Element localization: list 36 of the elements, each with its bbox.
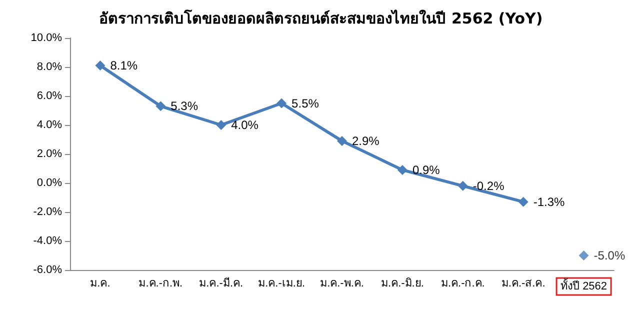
x-tick-label: ม.ค.-พ.ค. bbox=[320, 278, 364, 290]
data-label: 0.9% bbox=[412, 162, 440, 177]
x-tick-label: ม.ค.-ก.พ. bbox=[138, 278, 183, 290]
data-label: -1.3% bbox=[533, 194, 566, 209]
x-tick-label: ทั้งปี 2562 bbox=[560, 278, 608, 292]
data-label: 4.0% bbox=[231, 118, 259, 132]
data-label: -5.0% bbox=[594, 248, 626, 262]
point bbox=[397, 164, 408, 175]
x-tick-label: ม.ค. bbox=[90, 278, 110, 290]
x-tick-label: ม.ค.-ก.ค. bbox=[440, 278, 485, 290]
y-tick-label: 4.0% bbox=[36, 119, 62, 131]
data-label: 8.1% bbox=[110, 58, 138, 73]
x-tick-label: ม.ค.-มี.ค. bbox=[199, 276, 244, 290]
y-tick-label: 2.0% bbox=[36, 148, 62, 160]
point bbox=[156, 101, 166, 112]
point bbox=[276, 98, 287, 108]
y-tick-label: -2.0% bbox=[33, 206, 62, 218]
point bbox=[216, 120, 226, 130]
data-label: 5.5% bbox=[292, 96, 320, 110]
x-tick-label: ม.ค.-เม.ย. bbox=[258, 278, 305, 290]
data-label: 5.3% bbox=[170, 99, 198, 114]
point bbox=[458, 180, 468, 191]
y-tick-label: 6.0% bbox=[36, 90, 62, 102]
y-tick-label: -6.0% bbox=[33, 264, 62, 276]
x-tick-label: ม.ค.-มิ.ย. bbox=[381, 278, 424, 290]
x-tick-label: ม.ค.-ส.ค. bbox=[501, 278, 546, 290]
y-tick-label: 0.0% bbox=[36, 177, 62, 189]
point bbox=[518, 196, 528, 207]
point bbox=[95, 60, 106, 71]
chart-title: อัตราการเติบโตของยอดผลิตรถยนต์สะสมของไทยในปี 2562 (YoY) bbox=[99, 8, 543, 28]
y-tick-label: 8.0% bbox=[36, 61, 62, 73]
point bbox=[337, 136, 347, 146]
y-tick-label: 10.0% bbox=[30, 32, 62, 44]
data-label: -0.2% bbox=[472, 178, 505, 193]
data-label: 2.9% bbox=[352, 134, 380, 148]
y-tick-label: -4.0% bbox=[33, 235, 62, 247]
